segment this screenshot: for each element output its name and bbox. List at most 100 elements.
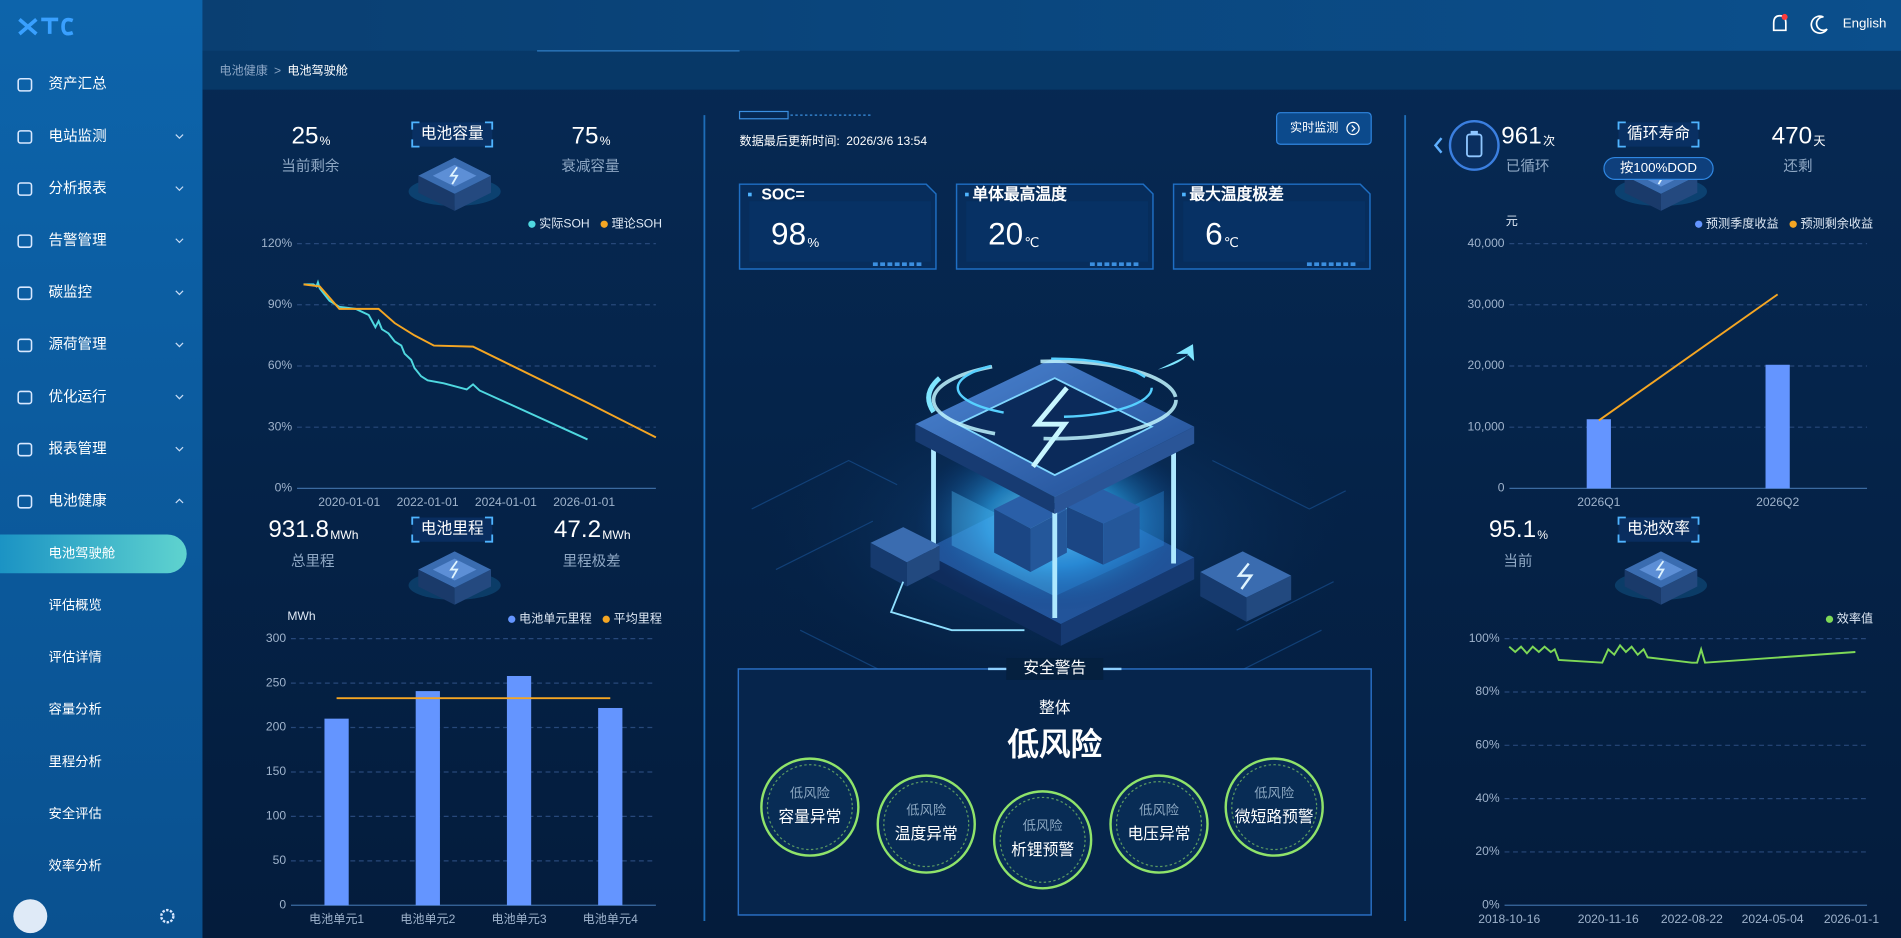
series-line <box>1508 643 1856 664</box>
menu-label[interactable]: 电站监测 <box>48 128 106 145</box>
risk-circle-inner <box>883 781 970 868</box>
menu-label[interactable]: 优化运行 <box>48 388 106 405</box>
bar <box>1586 419 1611 489</box>
title-bracket <box>411 516 494 543</box>
menu-icon <box>17 130 33 144</box>
header-deco <box>738 110 873 120</box>
panel-title: 电池效率 <box>1627 520 1690 538</box>
metric-card <box>1172 183 1371 270</box>
risk-name: 电压异常 <box>1128 825 1191 843</box>
submenu-label[interactable]: 容量分析 <box>48 701 101 717</box>
panel-title: 电池里程 <box>421 520 484 538</box>
risk-circle <box>760 757 860 857</box>
x-tick-label: 2018-10-16 <box>1478 912 1540 926</box>
kpi-value: 95.1 <box>1489 516 1536 543</box>
live-button[interactable] <box>1276 112 1372 145</box>
bar <box>1765 364 1790 489</box>
card-unit: % <box>807 235 819 250</box>
menu-item[interactable] <box>0 269 202 317</box>
back-arrow[interactable] <box>1433 137 1443 154</box>
language-switch[interactable]: English <box>1843 16 1887 31</box>
submenu-label[interactable]: 里程分析 <box>48 754 101 769</box>
menu-chevron <box>175 290 184 296</box>
kpi-unit: MWh <box>330 528 358 542</box>
legend-label: 预测季度收益 <box>1706 215 1779 230</box>
card-inner <box>966 201 1149 262</box>
logo <box>18 17 74 36</box>
submenu-label[interactable]: 评估详情 <box>48 650 101 665</box>
menu-icon <box>17 182 33 196</box>
x-tick-label: 2026-01-1 <box>1824 912 1879 926</box>
y-tick-label: 40,000 <box>1467 236 1504 250</box>
menu-label[interactable]: 电池健康 <box>48 493 107 510</box>
risk-circle <box>1224 757 1324 857</box>
y-tick-label: 20,000 <box>1467 358 1504 372</box>
y-tick-label: 50 <box>273 853 287 867</box>
x-tick-label: 2026Q1 <box>1577 495 1620 509</box>
cycle-note: 按100%DOD <box>1620 160 1697 175</box>
avatar[interactable] <box>13 899 48 934</box>
card-dot <box>1182 192 1186 197</box>
live-button-label[interactable]: 实时监测 <box>1290 120 1338 135</box>
y-tick-label: 250 <box>266 675 286 689</box>
kpi-value: 47.2 <box>554 516 601 543</box>
safety-title: 安全警告 <box>1023 659 1086 677</box>
y-tick-label: 0 <box>279 897 286 911</box>
menu-chevron <box>175 394 184 400</box>
bell-icon[interactable] <box>1772 13 1788 32</box>
menu-label[interactable]: 分析报表 <box>48 180 107 197</box>
legend-label: 实际SOH <box>539 215 589 230</box>
y-tick-label: 40% <box>1475 791 1499 805</box>
risk-circle <box>992 790 1093 890</box>
theme-icon[interactable] <box>1810 15 1828 34</box>
legend-swatch <box>528 220 536 228</box>
menu-label[interactable]: 碳监控 <box>48 284 92 301</box>
header <box>202 0 1901 51</box>
risk-circle-inner <box>766 764 853 851</box>
menu-label[interactable]: 源荷管理 <box>48 336 107 353</box>
submenu-label[interactable]: 效率分析 <box>48 857 101 873</box>
overall-label: 整体 <box>1039 699 1071 717</box>
title-bracket <box>1617 516 1700 543</box>
menu-label[interactable]: 告警管理 <box>48 232 107 249</box>
menu-label[interactable]: 报表管理 <box>48 440 107 457</box>
update-label: 数据最后更新时间: <box>740 133 840 148</box>
legend-swatch <box>508 615 516 623</box>
y-tick-label: 0% <box>1482 897 1500 911</box>
bar <box>324 718 349 906</box>
breadcrumb-parent[interactable]: 电池健康 <box>219 63 267 78</box>
title-box <box>412 122 493 147</box>
kpi-label: 当前 <box>1503 553 1532 570</box>
risk-name: 温度异常 <box>895 825 958 843</box>
title-bracket <box>411 121 494 148</box>
y-tick-label: 80% <box>1475 684 1499 698</box>
legend-label: 理论SOH <box>611 216 661 230</box>
kpi-value: 25 <box>291 122 318 149</box>
menu-icon <box>17 390 33 405</box>
submenu-label[interactable]: 电池驾驶舱 <box>48 545 115 560</box>
y-tick-label: 0% <box>275 481 293 495</box>
battery-icon <box>1448 119 1500 171</box>
card-value: 6 <box>1205 216 1223 252</box>
overall-level: 低风险 <box>1006 726 1102 762</box>
x-tick-label: 2026-01-01 <box>553 495 615 509</box>
risk-level: 低风险 <box>906 802 947 817</box>
card-title: 单体最高温度 <box>972 184 1067 203</box>
legend-label: 电池单元里程 <box>519 610 592 625</box>
submenu-label[interactable]: 评估概览 <box>48 597 101 612</box>
menu-icon <box>17 494 33 509</box>
kpi-value: 75 <box>572 122 599 149</box>
metric-card <box>955 183 1154 270</box>
y-axis-label: MWh <box>287 609 315 623</box>
settings-icon[interactable] <box>160 908 175 924</box>
submenu-label[interactable]: 安全评估 <box>48 805 101 821</box>
menu-label[interactable]: 资产汇总 <box>48 76 106 93</box>
menu-chevron <box>175 498 184 504</box>
series-line <box>303 279 588 441</box>
title-box <box>1618 122 1699 147</box>
title-box <box>1618 517 1699 542</box>
x-tick-label: 2020-01-01 <box>318 495 380 509</box>
breadcrumb-bar <box>202 50 1901 90</box>
y-axis-label: 元 <box>1506 214 1518 228</box>
